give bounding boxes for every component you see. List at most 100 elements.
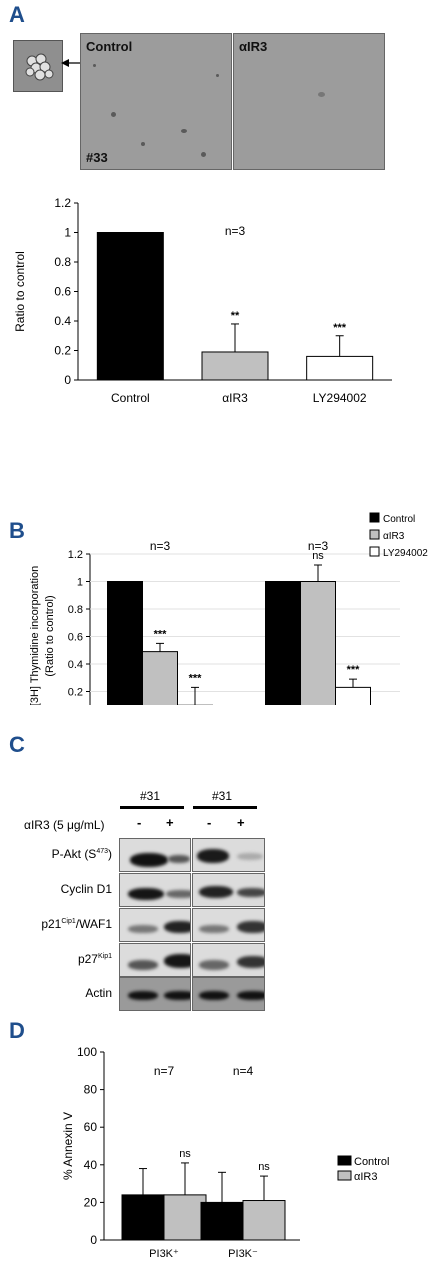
x-tick-label: LY294002 — [313, 391, 367, 405]
blot-row-label: p21Cip1/WAF1 — [2, 917, 112, 931]
lane-sign-3: - — [207, 815, 212, 830]
blot-band — [237, 956, 264, 968]
legend-swatch-2 — [369, 546, 380, 557]
blot-band — [128, 888, 164, 900]
bar-1-2 — [335, 686, 371, 705]
blot-strip — [192, 873, 265, 907]
blot-strip — [119, 838, 191, 872]
bar-1-1 — [300, 581, 336, 705]
bar-0-1 — [142, 651, 178, 705]
y-tick-label: 1 — [64, 226, 71, 240]
y-tick-label: 100 — [77, 1045, 97, 1059]
blot-row-superscript: 473 — [96, 848, 108, 855]
bar-0 — [96, 232, 164, 381]
blot-band — [130, 853, 168, 867]
significance-label: *** — [189, 672, 203, 684]
blot-band — [164, 921, 190, 933]
micrograph-control: Control #33 — [80, 33, 232, 170]
significance-label: *** — [347, 664, 361, 676]
y-axis-title-line-1: [3H] Thymidine incorporation — [29, 566, 41, 705]
blot-band — [168, 855, 190, 863]
blot-band — [237, 921, 264, 933]
blot-band — [128, 991, 158, 1000]
blot-row-name: p27 — [77, 952, 98, 966]
blot-band — [128, 925, 158, 933]
lane-sign-2: + — [166, 815, 174, 830]
y-tick-label: 0.6 — [68, 632, 83, 644]
sample-size-annotation: n=3 — [150, 539, 171, 553]
blot-band — [199, 991, 229, 1000]
bar-1-1 — [242, 1200, 286, 1241]
micrograph-clone-label: #33 — [86, 150, 108, 165]
significance-label: ns — [312, 550, 324, 562]
y-tick-label: 0.6 — [54, 285, 71, 299]
blot-row-label: P-Akt (S473) — [2, 847, 112, 861]
y-tick-label: 0.8 — [68, 604, 83, 616]
micrograph-control-label: Control — [86, 39, 133, 54]
y-tick-label: 1.2 — [54, 196, 71, 210]
x-tick-label: αIR3 — [222, 391, 248, 405]
y-tick-label: 0.4 — [54, 314, 71, 328]
bar-0-0 — [107, 581, 143, 705]
panel-a-letter: A — [9, 2, 25, 27]
blot-band — [237, 888, 264, 897]
bar-0-1 — [163, 1194, 207, 1241]
legend-label-2: LY294002 — [383, 548, 428, 559]
bar-1 — [201, 351, 269, 381]
significance-label: *** — [333, 322, 347, 334]
bar-1-0 — [200, 1201, 244, 1241]
y-axis-title: % Annexin V — [61, 1112, 75, 1180]
legend-swatch-1 — [337, 1170, 352, 1181]
blot-strip — [192, 943, 265, 977]
y-tick-label: 80 — [84, 1083, 98, 1097]
legend-swatch-0 — [369, 512, 380, 523]
blot-row-name: P-Akt (S — [51, 847, 97, 861]
bar-2 — [306, 355, 374, 381]
y-tick-label: 0 — [90, 1233, 97, 1247]
significance-label: ns — [179, 1148, 191, 1160]
cell-cluster-graphic — [25, 53, 54, 81]
blot-strip — [119, 943, 191, 977]
chart-b: 00.20.40.60.811.2n=3PI3K⁺******n=3PI3K⁻n… — [29, 512, 428, 705]
micrograph-air3: αIR3 — [233, 33, 385, 170]
sample-size-annotation: n=3 — [308, 539, 329, 553]
blot-row-label: p27Kip1 — [2, 952, 112, 966]
y-tick-label: 1 — [77, 577, 83, 589]
blot-row-superscript: Kip1 — [97, 953, 112, 960]
sample-size-annotation: n=4 — [233, 1064, 254, 1078]
treatment-label: αIR3 (5 μg/mL) — [24, 818, 105, 832]
y-tick-label: 0 — [64, 373, 71, 387]
y-tick-label: 1.2 — [68, 549, 83, 561]
blot-strip — [192, 908, 265, 942]
significance-label: *** — [154, 628, 168, 640]
legend-swatch-0 — [337, 1155, 352, 1166]
chart-a: 0 0.2 0.4 0.6 0.8 1 1.2 Ratio to control n=3 Cont… — [13, 196, 392, 405]
blot-strip — [192, 977, 265, 1011]
y-tick-label: 40 — [84, 1158, 98, 1172]
blot-row-name: Cyclin D1 — [60, 882, 112, 896]
lane-sign-4: + — [237, 815, 245, 830]
y-tick-label: 0.2 — [68, 687, 83, 699]
blot-row-suffix: ) — [108, 847, 112, 861]
blot-band — [199, 960, 229, 970]
blot-band — [166, 890, 190, 898]
significance-label: ns — [258, 1161, 270, 1173]
blot-band — [237, 853, 263, 860]
clone-bar-1 — [120, 806, 184, 809]
x-tick-label: Control — [111, 391, 150, 405]
y-tick-label: 0.8 — [54, 255, 71, 269]
bar-0-0 — [121, 1194, 165, 1241]
legend-swatch-1 — [369, 529, 380, 540]
blot-row-label: Cyclin D1 — [2, 882, 112, 896]
clone-label-1: #31 — [140, 789, 161, 803]
blot-row-name: p21 — [41, 917, 62, 931]
blot-band — [197, 849, 229, 863]
legend-label-0: Control — [383, 514, 415, 525]
micrograph-air3-label: αIR3 — [239, 39, 268, 54]
y-tick-label: 60 — [84, 1120, 98, 1134]
blot-strip — [192, 838, 265, 872]
blot-band — [199, 925, 229, 933]
y-tick-label: 0.2 — [54, 344, 71, 358]
clone-label-2: #31 — [212, 789, 233, 803]
bar-1-0 — [265, 581, 301, 705]
